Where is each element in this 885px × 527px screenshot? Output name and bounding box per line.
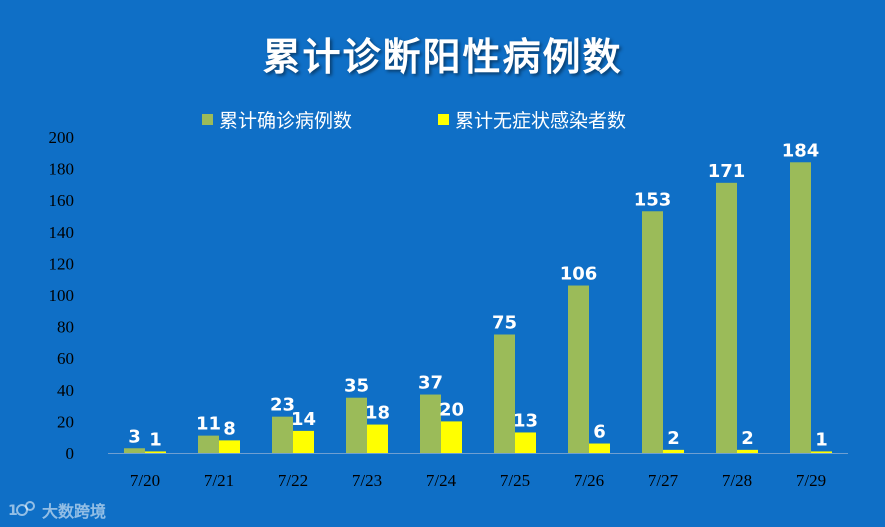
- data-label-asymptomatic: 14: [291, 409, 316, 430]
- data-label-confirmed: 35: [344, 376, 369, 397]
- x-tick-label: 7/22: [278, 471, 308, 490]
- bar-asymptomatic: [219, 440, 240, 453]
- data-label-asymptomatic: 6: [593, 422, 606, 443]
- x-tick-label: 7/26: [574, 471, 604, 490]
- bar-asymptomatic: [145, 451, 166, 453]
- y-tick-label: 60: [57, 349, 74, 368]
- bar-asymptomatic: [515, 432, 536, 453]
- legend-label-confirmed: 累计确诊病例数: [219, 110, 353, 132]
- data-label-asymptomatic: 2: [741, 428, 754, 449]
- data-label-asymptomatic: 1: [815, 429, 828, 450]
- x-tick-label: 7/28: [722, 471, 752, 490]
- bar-confirmed: [198, 435, 219, 453]
- bar-confirmed: [272, 416, 293, 453]
- legend-swatch-asymptomatic: [438, 114, 449, 125]
- data-label-asymptomatic: 2: [667, 428, 680, 449]
- bar-asymptomatic: [663, 449, 684, 453]
- y-tick-label: 140: [49, 223, 75, 242]
- legend-swatch-confirmed: [202, 114, 213, 125]
- data-label-asymptomatic: 20: [439, 399, 464, 420]
- legend-label-asymptomatic: 累计无症状感染者数: [455, 110, 627, 132]
- data-label-asymptomatic: 13: [513, 410, 538, 431]
- brand-logo-icon: 1: [8, 501, 35, 519]
- data-label-confirmed: 75: [492, 313, 517, 334]
- x-tick-label: 7/25: [500, 471, 530, 490]
- svg-text:1: 1: [8, 503, 18, 519]
- data-label-confirmed: 23: [270, 395, 295, 416]
- y-tick-label: 100: [49, 286, 75, 305]
- y-tick-label: 120: [49, 254, 75, 273]
- data-label-asymptomatic: 1: [149, 429, 162, 450]
- y-tick-label: 80: [57, 318, 74, 337]
- data-label-confirmed: 153: [634, 189, 672, 210]
- x-tick-label: 7/20: [130, 471, 160, 490]
- bar-confirmed: [494, 334, 515, 453]
- bar-asymptomatic: [441, 421, 462, 453]
- bar-confirmed: [642, 211, 663, 453]
- data-label-confirmed: 106: [560, 264, 598, 285]
- bar-confirmed: [568, 285, 589, 453]
- bar-confirmed: [346, 397, 367, 453]
- data-label-confirmed: 11: [196, 414, 221, 435]
- bar-asymptomatic: [811, 451, 832, 453]
- data-label-asymptomatic: 8: [223, 418, 236, 439]
- y-tick-label: 180: [49, 160, 75, 179]
- y-tick-label: 40: [57, 381, 74, 400]
- x-tick-label: 7/29: [796, 471, 826, 490]
- bar-confirmed: [790, 162, 811, 453]
- bar-confirmed: [420, 394, 441, 453]
- y-tick-label: 200: [49, 128, 75, 147]
- bar-asymptomatic: [293, 430, 314, 453]
- bar-asymptomatic: [589, 443, 610, 453]
- y-tick-label: 160: [49, 191, 75, 210]
- x-tick-label: 7/27: [648, 471, 679, 490]
- y-tick-label: 20: [57, 412, 74, 431]
- data-label-confirmed: 171: [708, 161, 746, 182]
- bar-confirmed: [716, 182, 737, 453]
- y-tick-label: 0: [66, 444, 75, 463]
- data-label-confirmed: 3: [128, 426, 141, 447]
- bar-asymptomatic: [367, 424, 388, 453]
- watermark: 1 大数跨境: [8, 498, 106, 522]
- legend-item-confirmed: 累计确诊病例数: [202, 106, 352, 133]
- data-label-confirmed: 37: [418, 373, 443, 394]
- bar-confirmed: [124, 448, 145, 453]
- chart-title: 累计诊断阳性病例数: [262, 35, 623, 79]
- x-tick-label: 7/23: [352, 471, 382, 490]
- watermark-text: 大数跨境: [42, 502, 107, 521]
- bar-asymptomatic: [737, 449, 758, 453]
- data-label-asymptomatic: 18: [365, 403, 390, 424]
- x-tick-label: 7/24: [426, 471, 457, 490]
- data-label-confirmed: 184: [782, 140, 820, 161]
- x-tick-label: 7/21: [204, 471, 234, 490]
- legend: 累计确诊病例数 累计无症状感染者数: [0, 106, 885, 133]
- legend-item-asymptomatic: 累计无症状感染者数: [438, 106, 626, 133]
